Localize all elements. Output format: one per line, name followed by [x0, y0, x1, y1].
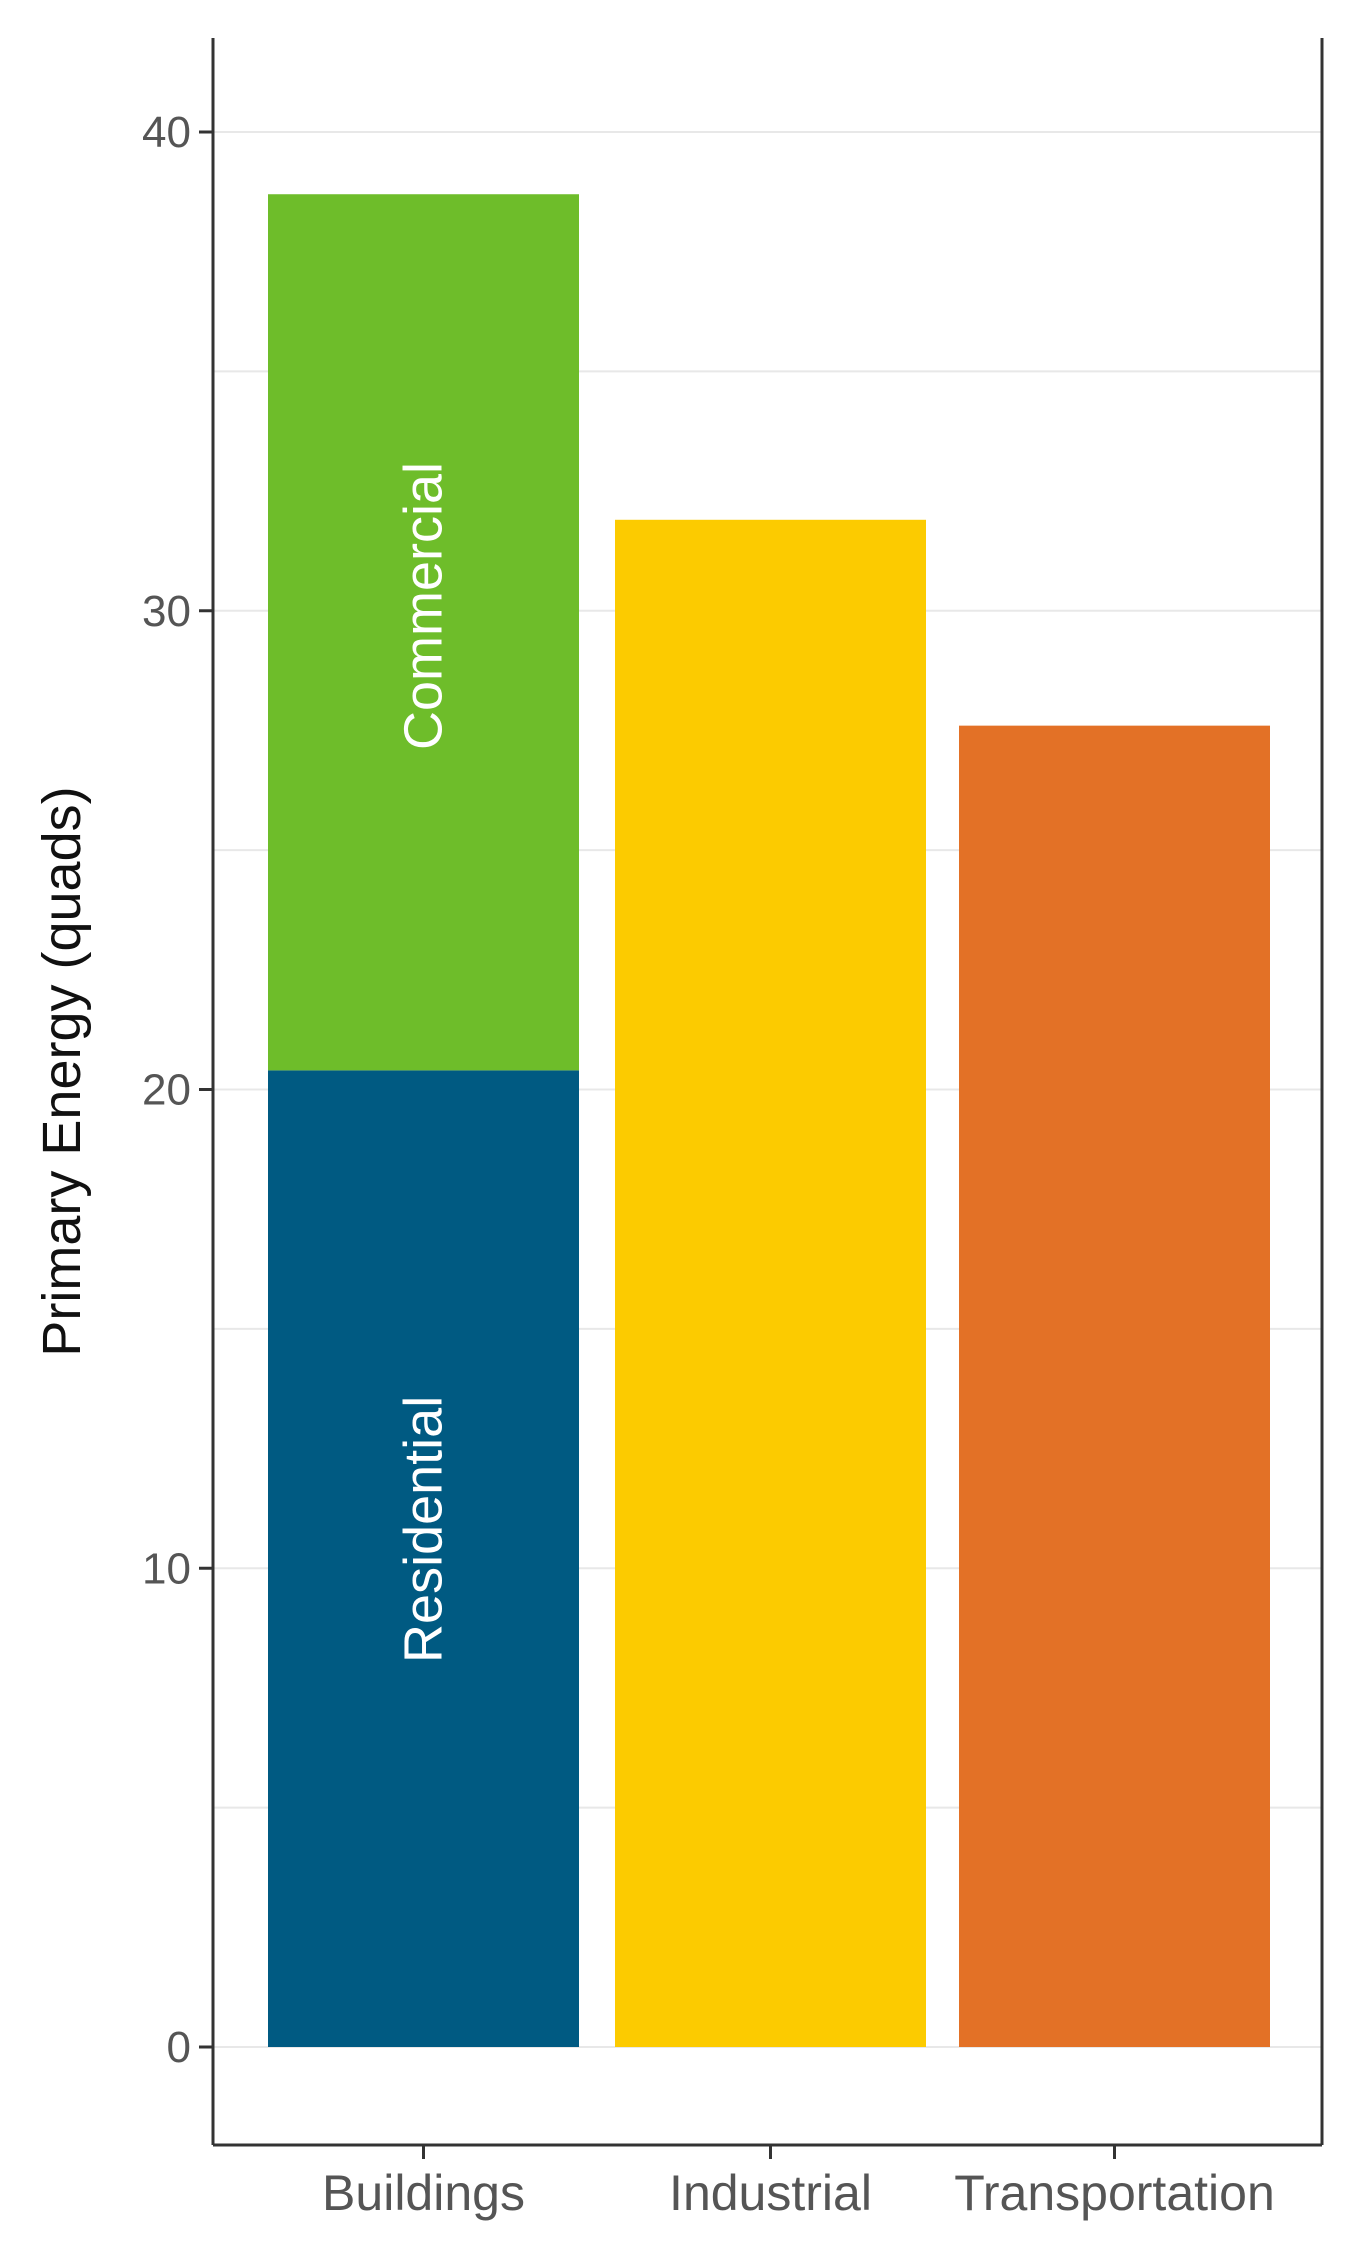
- bar-transportation-transportation: [959, 725, 1270, 2047]
- y-tick-label: 0: [167, 2023, 191, 2072]
- x-tick-label-industrial: Industrial: [669, 2165, 872, 2221]
- x-tick-labels: Buildings Industrial Transportation: [322, 2145, 1275, 2221]
- y-ticks: 0 10 20 30 40: [142, 108, 213, 2072]
- y-tick-label: 20: [142, 1066, 191, 1115]
- y-tick-label: 30: [142, 587, 191, 636]
- y-tick-label: 40: [142, 108, 191, 157]
- y-axis-title: Primary Energy (quads): [32, 786, 92, 1356]
- x-tick-label-buildings: Buildings: [322, 2165, 525, 2221]
- x-tick-label-transportation: Transportation: [954, 2165, 1275, 2221]
- bar-buildings-commercial: [268, 194, 579, 1071]
- bar-industrial-industrial: [615, 519, 926, 2047]
- segment-label-commercial: Commercial: [394, 462, 454, 750]
- bar-buildings-residential: [268, 1070, 579, 2047]
- segment-label-residential: Residential: [394, 1396, 454, 1663]
- bars: [268, 194, 1270, 2047]
- segment-labels: Residential Commercial: [394, 462, 454, 1663]
- axes: [211, 38, 1324, 2147]
- y-tick-label: 10: [142, 1544, 191, 1593]
